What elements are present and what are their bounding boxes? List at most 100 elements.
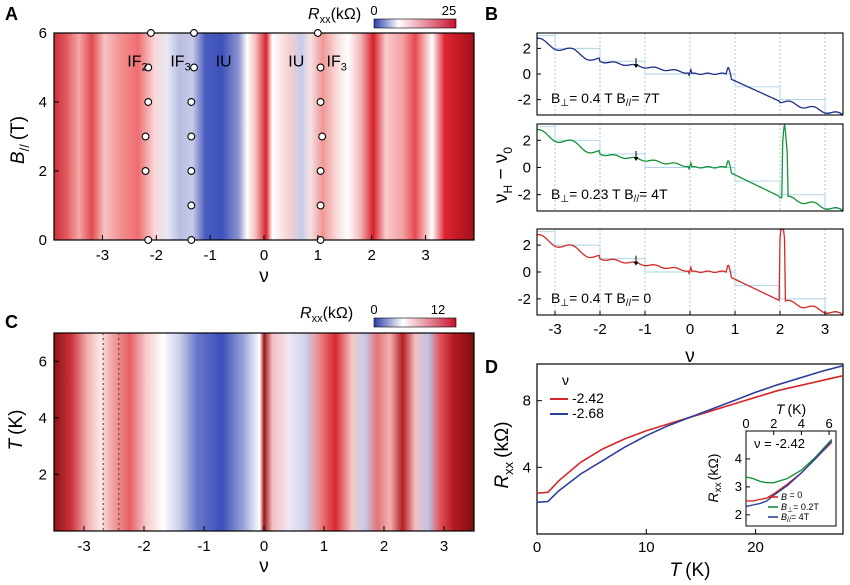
panel-b-ytick-label: -2 — [518, 291, 531, 308]
panel-a-point — [190, 29, 198, 37]
panel-a-point — [316, 98, 325, 106]
panel-d-xtick-label: 0 — [533, 539, 541, 556]
panel-a-point — [187, 201, 196, 210]
panel-a-annotation: IU — [288, 54, 304, 71]
panel-d-ylabel: Rxx(kΩ) — [492, 421, 516, 488]
panel-b-letter: B — [485, 4, 498, 24]
panel-c-xtick-label: -2 — [137, 538, 150, 555]
panel-a-xtick-label: 3 — [421, 247, 429, 264]
panel-b-arrow-head — [633, 157, 639, 162]
panel-a-point — [144, 236, 153, 244]
panel-b-arrow-head — [633, 261, 639, 266]
panel-b-xtick-label: 3 — [821, 321, 829, 338]
panel-d-series-line — [536, 364, 844, 504]
panel-a-point — [316, 167, 325, 175]
panel-c-ylabel: T(K) — [6, 410, 27, 451]
panel-b-xtick-label: -2 — [593, 321, 606, 338]
panel-b-xtick-label: 0 — [686, 321, 694, 338]
inset-frame — [745, 430, 837, 527]
panel-a-point — [141, 132, 150, 141]
panel-a-point — [187, 236, 196, 244]
panel-c-xtick-label: 0 — [260, 538, 268, 555]
panel-b-ytick-label: -2 — [518, 92, 531, 109]
panel-b-xtick-label: -3 — [548, 321, 561, 338]
panel-b-subplot: -2 0 2 B⊥= 0.23 T B//= 4T — [518, 123, 844, 212]
panel-b-ytick-label: 2 — [523, 132, 531, 149]
panel-b-xtick-label: 1 — [731, 321, 739, 338]
panel-a-ytick-label: 4 — [39, 94, 47, 111]
panel-a-xtick-label: -1 — [203, 247, 216, 264]
panel-b-series-line — [536, 228, 844, 316]
panel-a-point — [187, 132, 196, 141]
panel-a-xtick-label: -2 — [150, 247, 163, 264]
panel-b-ytick-label: 0 — [523, 264, 531, 281]
panel-b-series-label: B⊥= 0.23 T B//= 4T — [551, 186, 668, 205]
panel-a-ytick-label: 6 — [39, 25, 47, 42]
colorbar-a — [373, 18, 457, 29]
panel-a-ytick-label: 2 — [39, 163, 47, 180]
panel-a-point — [144, 98, 153, 106]
panel-c-ytick-label: 6 — [39, 353, 47, 370]
panel-a-heatmap: -3 -2 -1 0 1 2 3 0 2 4 6 IF2 IF3 IU IU IF3 ν B//(T) R… — [8, 3, 475, 287]
panel-b-series-line — [536, 123, 844, 212]
colorbar-c-max: 12 — [431, 302, 445, 317]
panel-a-ytick-label: 0 — [39, 232, 47, 249]
panel-a-point — [141, 167, 150, 175]
panel-a-annotation: IU — [216, 54, 232, 71]
colorbar-c-label: Rxx(kΩ) — [300, 305, 353, 325]
inset-ytick-label: 2 — [735, 507, 742, 522]
panel-a-xtick-label: 0 — [260, 247, 268, 264]
panel-d-ytick-label: 8 — [523, 393, 531, 410]
panel-c-xtick-label: -1 — [197, 538, 210, 555]
inset-ylabel: Rxx(kΩ) — [705, 454, 724, 503]
panel-b-lineplots: -2 0 2 B⊥= 0.4 T B//= 7T -2 0 2 B⊥= 0.23 T B//=… — [491, 32, 844, 367]
panel-a-annotation: IF3 — [170, 54, 190, 74]
panel-b-subplot: -2 0 2 B⊥= 0.4 T B//= 7T — [518, 32, 844, 116]
panel-a-xtick-label: 2 — [368, 247, 376, 264]
panel-d-xlabel: T (K) — [670, 560, 711, 581]
inset-xtick-label: 0 — [742, 416, 749, 431]
panel-d-xtick-label: 10 — [638, 539, 655, 556]
colorbar-a-label: Rxx(kΩ) — [308, 6, 361, 26]
colorbar-a-min: 0 — [370, 3, 377, 18]
panel-c-xtick-label: 3 — [440, 538, 448, 555]
panel-c-letter: C — [5, 312, 18, 332]
inset-legend-label: B//= 4T — [781, 512, 810, 524]
panel-b-subplot: -2 0 2 B⊥= 0.4 T B//= 0 — [518, 228, 844, 316]
panel-c-xtick-label: 1 — [320, 538, 328, 555]
inset-xtick-label: 6 — [825, 416, 832, 431]
panel-a-point — [316, 236, 325, 244]
panel-a-point — [316, 201, 325, 210]
panel-c-ytick-label: 4 — [39, 410, 47, 427]
colorbar-a-max: 25 — [442, 3, 456, 18]
panel-a-xlabel: ν — [259, 266, 269, 287]
panel-a-xtick-label: -3 — [96, 247, 109, 264]
panel-b-series-label: B⊥= 0.4 T B//= 0 — [551, 290, 651, 309]
panel-b-ytick-label: 2 — [523, 237, 531, 254]
panel-d-legend-label: -2.68 — [572, 405, 604, 421]
panel-b-ytick-label: 2 — [523, 40, 531, 57]
inset-ytick-label: 3 — [735, 479, 742, 494]
panel-b-ytick-label: -2 — [518, 187, 531, 204]
panel-d-legend-title: ν — [562, 372, 569, 388]
inset-legend-label: B⊥= 0.2T — [781, 502, 819, 514]
panel-c-xtick-label: 2 — [380, 538, 388, 555]
panel-a-point — [187, 98, 196, 106]
panel-a-point — [318, 132, 327, 141]
panel-d-ytick-label: 4 — [523, 459, 531, 476]
panel-a-point — [190, 63, 198, 72]
colorbar-c — [373, 317, 457, 328]
panel-c-ytick-label: 2 — [39, 466, 47, 483]
colorbar-c-min: 0 — [370, 302, 377, 317]
panel-a-letter: A — [5, 4, 18, 24]
heatmap-c-image — [54, 333, 474, 531]
panel-b-arrow-head — [633, 64, 639, 69]
panel-a-point — [187, 167, 196, 175]
inset-xlabel: T (K) — [776, 401, 806, 417]
panel-b-xtick-label: -1 — [638, 321, 651, 338]
inset-title: ν = -2.42 — [754, 436, 805, 451]
inset-legend-label: B = 0 — [781, 490, 802, 502]
panel-a-point — [144, 63, 153, 72]
panel-b-ylabel: νH − ν0 — [491, 147, 515, 203]
